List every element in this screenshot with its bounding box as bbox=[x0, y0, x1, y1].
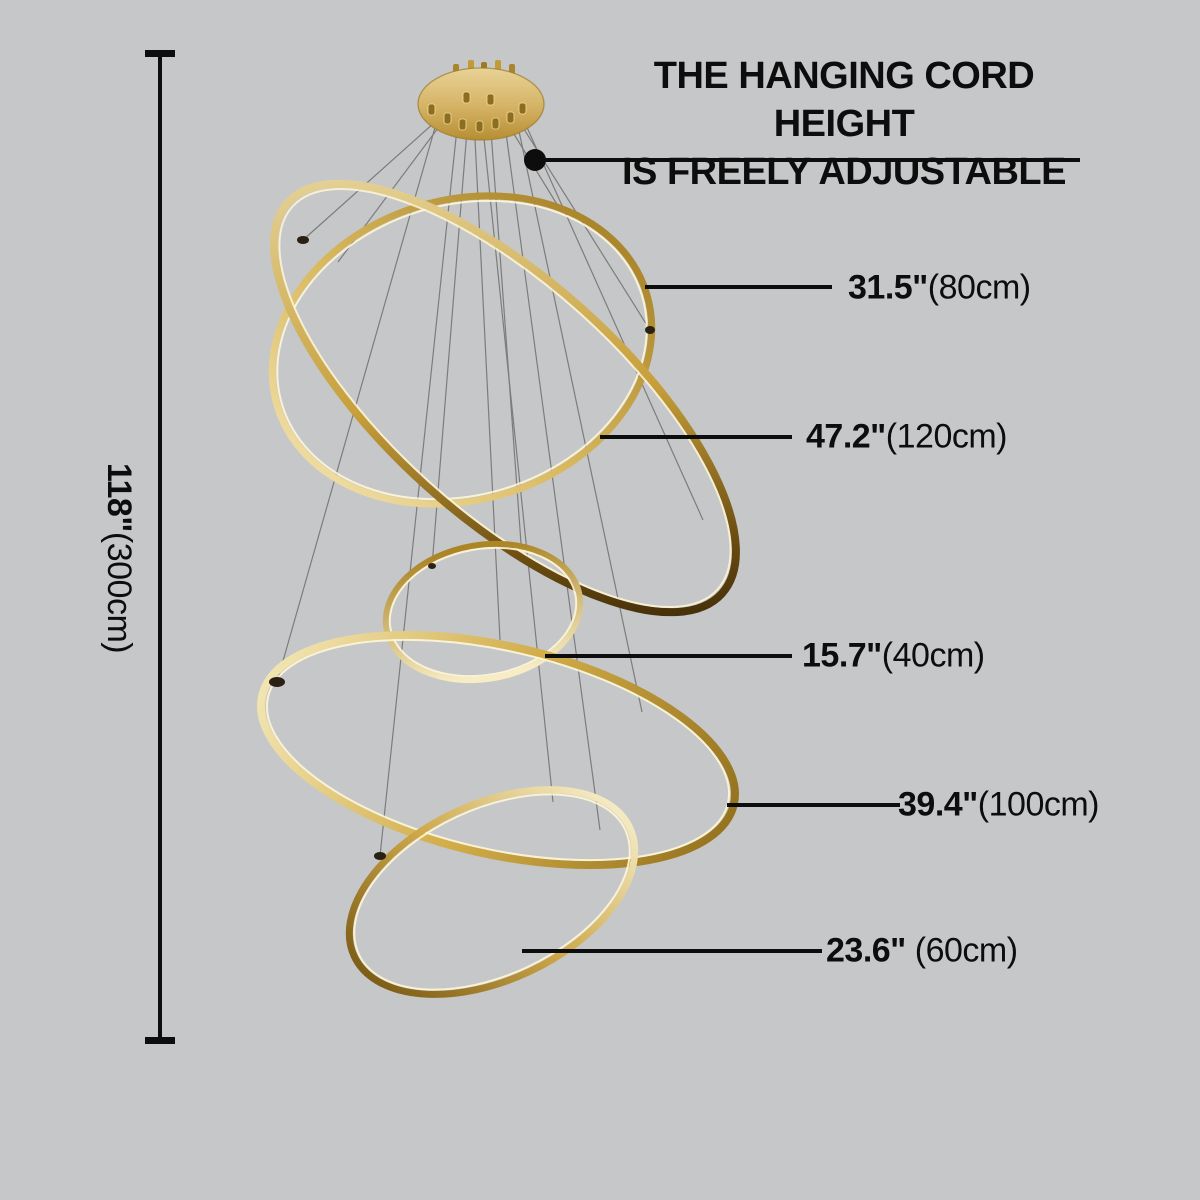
callout-dot bbox=[524, 149, 546, 171]
cord-connectors bbox=[269, 236, 655, 860]
height-bar-top-cap bbox=[145, 50, 175, 57]
dim-60-cm: (60cm) bbox=[905, 931, 1018, 970]
headline-line1: THE HANGING CORD HEIGHT bbox=[653, 55, 1035, 145]
dim-40-inches: 15.7" bbox=[802, 636, 882, 675]
dim-100-cm: (100cm) bbox=[977, 785, 1100, 824]
cord-grips bbox=[427, 91, 527, 133]
dim-40-cm: (40cm) bbox=[881, 636, 985, 675]
leader-line-40cm bbox=[545, 654, 792, 658]
hanging-cords bbox=[276, 107, 704, 857]
dim-80-inches: 31.5" bbox=[848, 268, 928, 307]
dim-120-inches: 47.2" bbox=[806, 417, 886, 456]
dim-120-cm: (120cm) bbox=[885, 417, 1008, 456]
dim-80-cm: (80cm) bbox=[927, 268, 1031, 307]
ring-40cm bbox=[382, 540, 584, 684]
height-bar-bottom-cap bbox=[145, 1037, 175, 1044]
dimension-label-120cm: 47.2"(120cm) bbox=[806, 417, 1008, 457]
headline-callout-line bbox=[535, 158, 1080, 162]
dimension-label-100cm: 39.4"(100cm) bbox=[898, 785, 1100, 825]
leader-line-80cm bbox=[645, 285, 832, 289]
ring-100cm bbox=[257, 630, 739, 870]
ring-60cm bbox=[345, 786, 639, 998]
leader-line-60cm bbox=[522, 949, 822, 953]
leader-line-100cm bbox=[727, 803, 900, 807]
headline-line2: IS FREELY ADJUSTABLE bbox=[622, 151, 1066, 193]
ceiling-canopy bbox=[417, 60, 545, 141]
height-inches: 118" bbox=[100, 462, 138, 532]
headline: THE HANGING CORD HEIGHT IS FREELY ADJUST… bbox=[598, 52, 1090, 196]
height-dimension-bar bbox=[158, 52, 162, 1042]
dimension-label-60cm: 23.6" (60cm) bbox=[826, 932, 1018, 971]
leader-line-120cm bbox=[600, 435, 792, 439]
dim-100-inches: 39.4" bbox=[898, 785, 978, 824]
ring-120cm bbox=[270, 179, 740, 617]
dimension-label-80cm: 31.5"(80cm) bbox=[848, 269, 1031, 308]
height-cm: (300cm) bbox=[100, 531, 138, 654]
dimension-label-40cm: 15.7"(40cm) bbox=[802, 637, 985, 676]
height-dimension-label: 118"(300cm) bbox=[98, 436, 138, 680]
dim-60-inches: 23.6" bbox=[826, 931, 906, 970]
